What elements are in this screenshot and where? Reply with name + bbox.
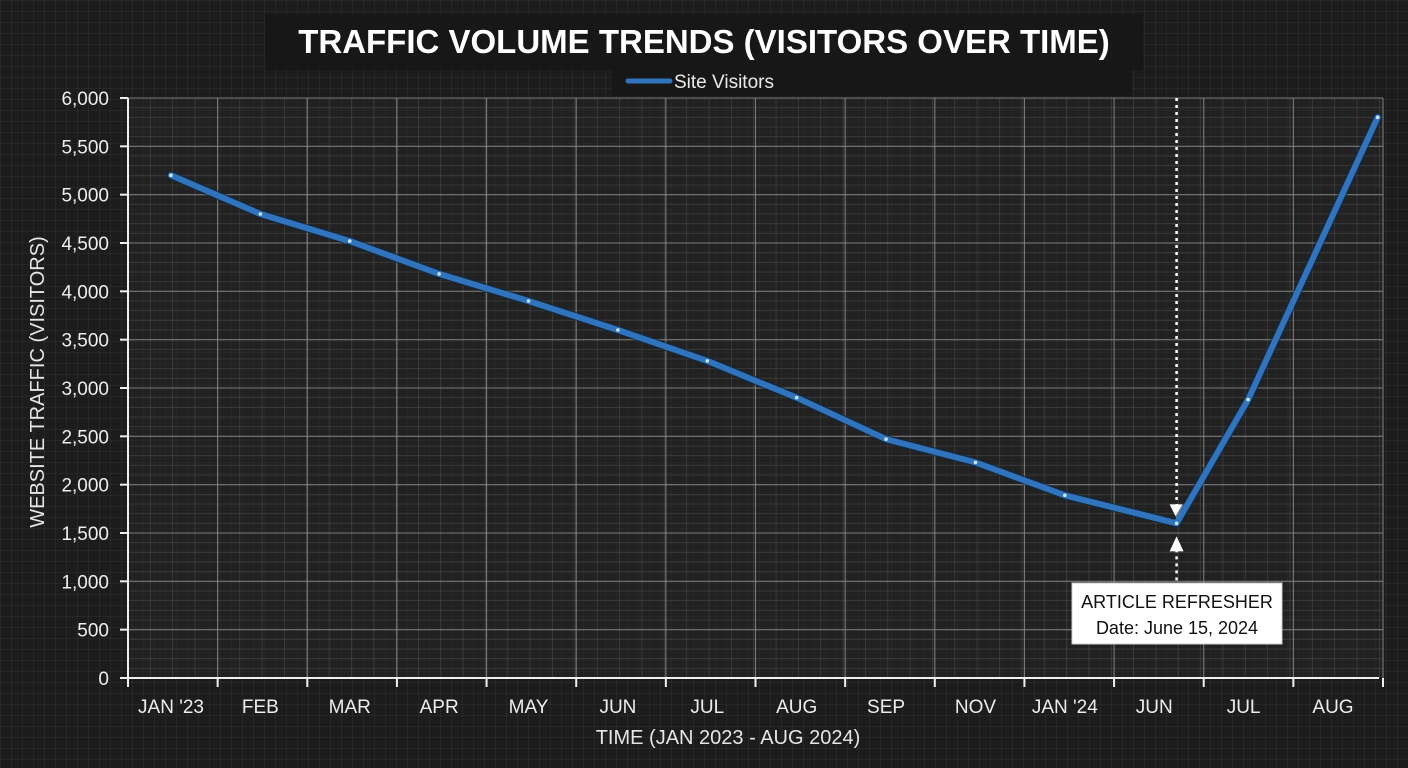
y-tick-label: 500 — [77, 621, 109, 642]
y-tick-label: 2,000 — [61, 476, 109, 497]
title-group: TRAFFIC VOLUME TRENDS (VISITORS OVER TIM… — [265, 14, 1143, 70]
y-tick-label: 1,500 — [61, 524, 109, 545]
annotation-box — [1071, 582, 1283, 645]
x-tick-label: AUG — [1312, 697, 1353, 718]
y-tick-label: 4,500 — [61, 234, 109, 255]
annotation-arrowhead-up — [1169, 536, 1184, 552]
x-axis-label: TIME (JAN 2023 - AUG 2024) — [596, 727, 861, 749]
data-point — [704, 358, 710, 364]
x-tick-label: MAR — [329, 697, 371, 718]
data-point — [525, 298, 532, 304]
x-tick-label: SEP — [867, 697, 905, 718]
y-axis-label: WEBSITE TRAFFIC (VISITORS) — [27, 236, 49, 528]
x-tick-label: AUG — [776, 697, 817, 718]
annotation-callout: ARTICLE REFRESHER Date: June 15, 2024 — [1071, 582, 1283, 645]
x-tick-label: JAN '24 — [1032, 697, 1098, 718]
x-tick-label: FEB — [242, 697, 279, 718]
data-point — [436, 271, 442, 277]
x-tick-label: NOV — [955, 697, 997, 718]
x-tick-label: JAN '23 — [138, 697, 204, 718]
chart-title: TRAFFIC VOLUME TRENDS (VISITORS OVER TIM… — [298, 23, 1110, 60]
data-point — [883, 436, 889, 442]
y-tick-label: 3,500 — [61, 331, 109, 352]
x-tick-label: JUL — [690, 697, 724, 718]
y-tick-label: 4,000 — [61, 282, 109, 303]
data-point — [168, 172, 174, 178]
major-gridlines — [127, 97, 1384, 678]
y-tick-label: 3,000 — [61, 379, 109, 400]
y-tick-label: 1,000 — [61, 572, 109, 593]
annotation-title: ARTICLE REFRESHER — [1081, 592, 1273, 612]
data-point — [1173, 520, 1180, 526]
annotation-arrowhead-down — [1169, 504, 1184, 519]
legend-backdrop — [612, 68, 1132, 96]
x-tick-label: APR — [420, 697, 459, 718]
legend-label-site-visitors: Site Visitors — [674, 72, 774, 93]
data-point — [615, 327, 621, 333]
x-tick-label: MAY — [509, 697, 549, 718]
y-tick-label: 2,500 — [61, 427, 109, 448]
y-tick-label: 6,000 — [61, 89, 109, 110]
data-point — [972, 459, 979, 466]
x-tick-label: JUN — [599, 697, 636, 718]
y-tick-label: 0 — [98, 669, 109, 690]
x-tick-labels: JAN '23 FEB MAR APR MAY JUN JUL AUG SEP NOV JAN '2… — [127, 678, 1384, 718]
annotation-arrows — [1169, 98, 1184, 583]
x-tick-label: JUL — [1227, 697, 1261, 718]
data-point — [257, 211, 263, 217]
data-point — [1062, 492, 1068, 498]
data-point — [794, 395, 800, 401]
annotation-date: Date: June 15, 2024 — [1096, 618, 1258, 638]
legend: Site Visitors — [612, 68, 1132, 96]
data-point — [347, 238, 353, 244]
title-backdrop — [265, 14, 1143, 70]
y-tick-label: 5,000 — [61, 186, 109, 207]
series-line — [168, 114, 1381, 527]
data-point — [1375, 114, 1381, 120]
y-tick-label: 5,500 — [61, 137, 109, 158]
series-site-visitors — [166, 112, 1383, 528]
data-point — [1245, 396, 1251, 403]
x-tick-label: JUN — [1136, 697, 1173, 718]
y-tick-labels: 0 500 1,000 1,500 2,000 2,500 3,000 3,500 4,000 4… — [61, 89, 128, 690]
